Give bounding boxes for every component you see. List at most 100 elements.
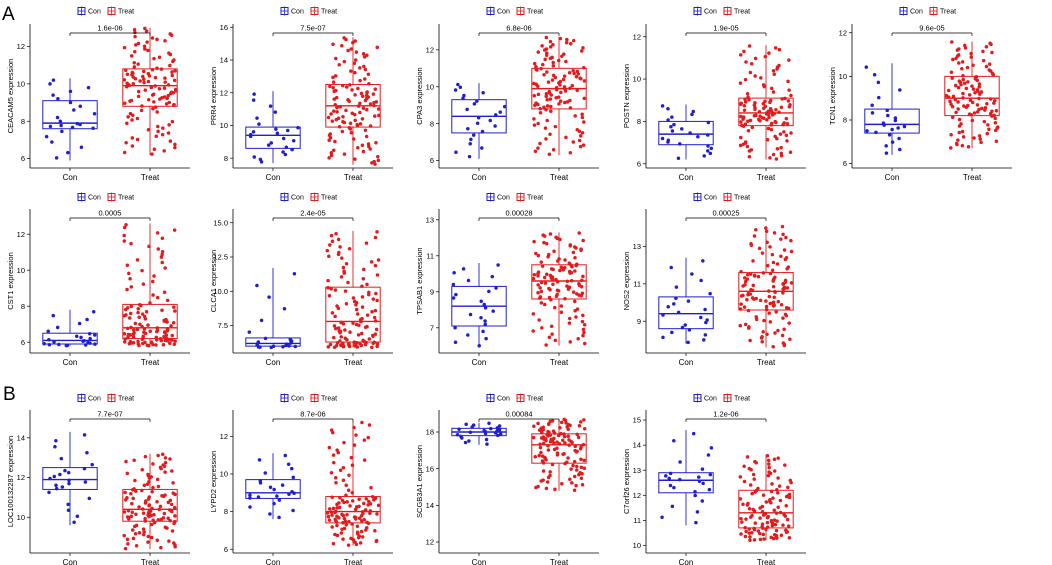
point-treat <box>365 107 369 112</box>
point-treat <box>580 49 584 53</box>
point-treat <box>135 258 140 262</box>
point-treat <box>577 231 581 235</box>
point-treat <box>348 83 352 87</box>
point-treat <box>962 104 966 108</box>
point-treat <box>364 526 369 530</box>
point-treat <box>125 471 130 476</box>
point-con <box>267 295 271 299</box>
point-treat <box>166 131 171 135</box>
point-treat <box>773 275 777 280</box>
point-treat <box>985 131 989 136</box>
point-treat <box>338 468 343 472</box>
point-con <box>660 104 665 108</box>
point-treat <box>742 305 747 309</box>
y-tick-label: 7 <box>430 323 434 332</box>
point-con <box>47 338 51 342</box>
point-con <box>48 476 52 481</box>
legend: Con Treat <box>693 393 750 403</box>
y-tick-label: 18 <box>426 428 434 437</box>
point-treat <box>548 470 552 474</box>
x-tick-label-treat: Treat <box>141 558 160 565</box>
point-treat <box>136 310 140 315</box>
point-con <box>60 485 65 489</box>
point-treat <box>544 486 549 491</box>
point-con <box>468 312 473 317</box>
point-treat <box>155 328 160 333</box>
legend-label-treat: Treat <box>321 9 337 16</box>
point-treat <box>155 326 160 330</box>
x-tick-label-treat: Treat <box>344 358 363 367</box>
point-treat <box>326 115 331 120</box>
point-treat <box>354 322 359 327</box>
point-treat <box>559 90 563 95</box>
point-con <box>705 133 710 137</box>
point-treat <box>329 470 334 475</box>
point-treat <box>788 103 792 107</box>
point-con <box>471 423 476 427</box>
point-treat <box>166 93 171 98</box>
point-treat <box>336 326 341 330</box>
point-con <box>259 318 264 323</box>
point-treat <box>335 506 339 510</box>
point-treat <box>580 131 585 135</box>
point-treat <box>747 506 752 511</box>
point-con <box>51 93 55 97</box>
point-treat <box>769 86 774 91</box>
point-treat <box>372 340 377 345</box>
point-treat <box>365 313 370 317</box>
point-con <box>56 97 60 101</box>
point-treat <box>753 521 758 525</box>
point-treat <box>580 112 584 117</box>
point-con <box>269 141 274 145</box>
point-treat <box>575 307 580 311</box>
point-treat <box>146 534 150 539</box>
point-treat <box>582 418 586 422</box>
point-treat <box>780 97 784 101</box>
point-treat <box>563 441 567 445</box>
point-treat <box>136 62 140 66</box>
point-treat <box>376 503 381 508</box>
point-treat <box>536 92 541 97</box>
point-treat <box>124 223 128 227</box>
point-treat <box>538 442 542 447</box>
point-treat <box>371 92 376 96</box>
point-treat <box>743 282 747 287</box>
point-treat <box>761 271 766 275</box>
point-treat <box>156 129 160 134</box>
point-treat <box>335 110 339 114</box>
point-treat <box>130 501 134 506</box>
point-treat <box>949 102 953 107</box>
point-treat <box>580 278 584 282</box>
point-treat <box>162 86 167 90</box>
point-con <box>475 99 479 103</box>
legend: Con Treat <box>77 192 134 202</box>
point-treat <box>543 126 548 130</box>
point-treat <box>783 96 787 101</box>
point-treat <box>579 465 584 470</box>
y-tick-label: 6 <box>21 338 25 347</box>
point-treat <box>365 282 369 287</box>
point-con <box>453 340 458 344</box>
legend: Con Treat <box>486 192 543 202</box>
point-treat <box>571 38 576 43</box>
point-con <box>274 127 278 131</box>
point-treat <box>333 103 337 107</box>
point-treat <box>746 291 751 296</box>
point-treat <box>581 46 585 50</box>
point-treat <box>565 460 569 464</box>
point-con <box>251 130 256 134</box>
point-treat <box>784 503 788 508</box>
point-treat <box>149 340 154 344</box>
point-treat <box>329 428 334 432</box>
point-treat <box>539 66 543 71</box>
point-treat <box>533 149 538 153</box>
point-treat <box>956 85 961 90</box>
point-con <box>683 323 687 327</box>
y-tick-label: 10 <box>220 121 228 130</box>
point-treat <box>785 517 790 522</box>
point-treat <box>751 507 755 512</box>
points-treat <box>531 231 587 347</box>
point-treat <box>551 147 556 152</box>
